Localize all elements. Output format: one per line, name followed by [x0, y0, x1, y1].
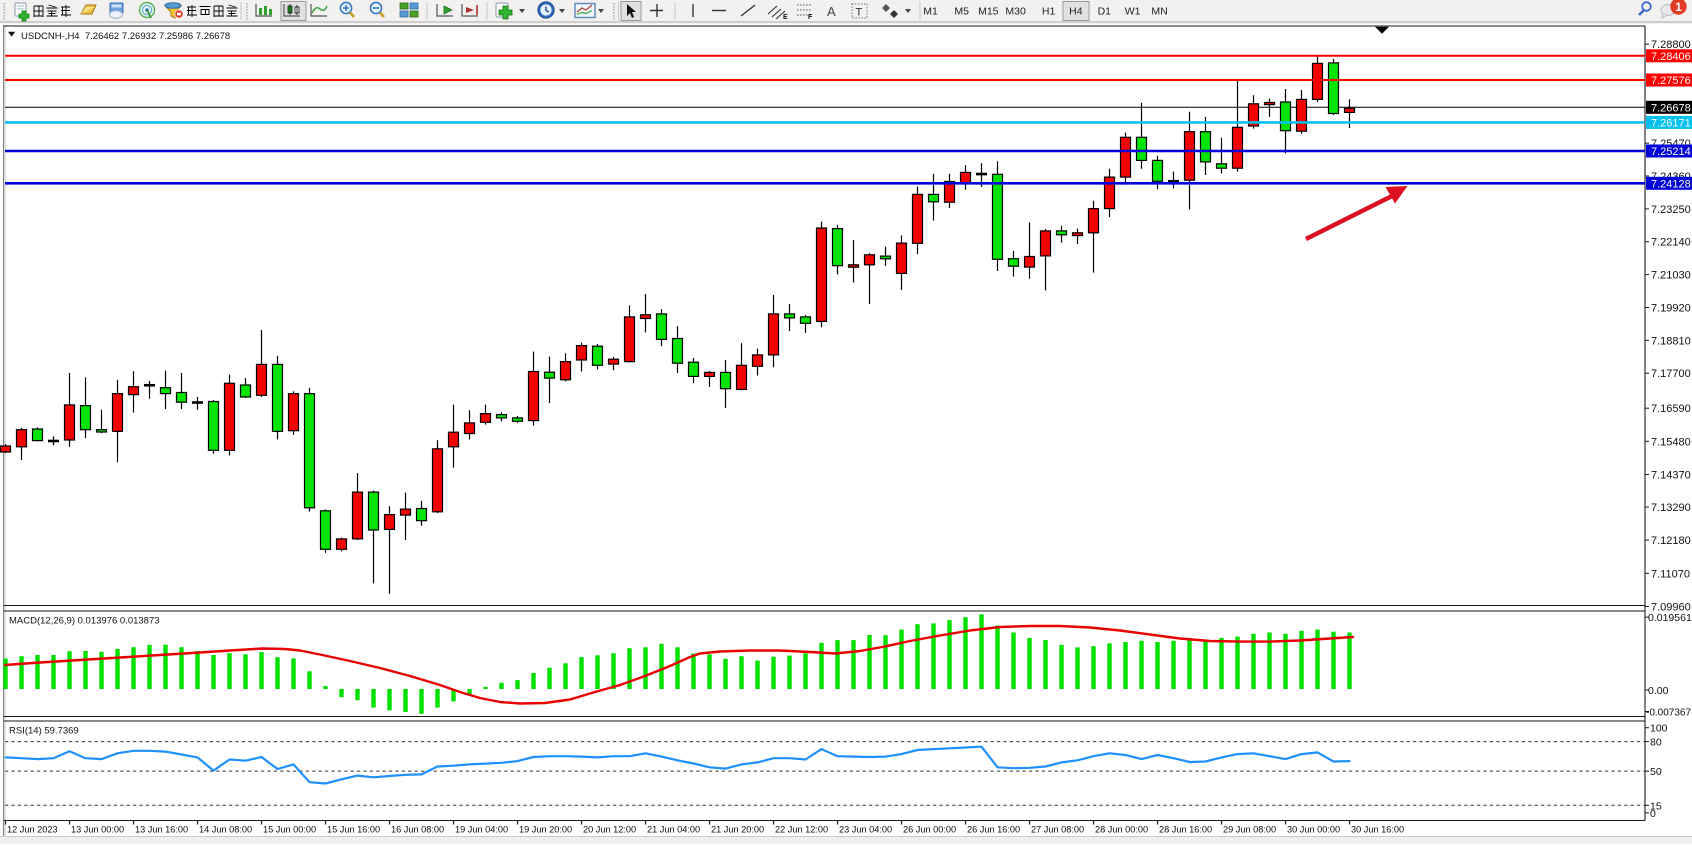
svg-text:USDCNH-,H4 7.26462 7.26932 7.: USDCNH-,H4 7.26462 7.26932 7.25986 7.266… [21, 31, 230, 42]
svg-text:-0.007367: -0.007367 [1646, 708, 1691, 719]
svg-text:H4: H4 [1069, 6, 1083, 18]
svg-text:F: F [808, 14, 813, 21]
svg-text:7.15480: 7.15480 [1651, 436, 1691, 448]
svg-text:7.14370: 7.14370 [1651, 470, 1691, 482]
svg-text:21 Jun 20:00: 21 Jun 20:00 [711, 825, 764, 835]
svg-text:21 Jun 04:00: 21 Jun 04:00 [647, 825, 700, 835]
svg-text:19 Jun 20:00: 19 Jun 20:00 [519, 825, 572, 835]
svg-text:0.00: 0.00 [1648, 685, 1669, 697]
svg-text:7.09960: 7.09960 [1651, 602, 1691, 614]
svg-text:50: 50 [1650, 766, 1662, 778]
svg-text:26 Jun 16:00: 26 Jun 16:00 [967, 825, 1020, 835]
svg-text:7.17700: 7.17700 [1651, 368, 1691, 380]
svg-text:E: E [783, 14, 788, 21]
svg-text:29 Jun 08:00: 29 Jun 08:00 [1223, 825, 1276, 835]
svg-text:28 Jun 16:00: 28 Jun 16:00 [1159, 825, 1212, 835]
svg-text:20 Jun 12:00: 20 Jun 12:00 [583, 825, 636, 835]
svg-text:15: 15 [1650, 800, 1662, 812]
svg-text:7.24128: 7.24128 [1651, 178, 1691, 190]
svg-text:7.28800: 7.28800 [1651, 39, 1691, 51]
svg-text:80: 80 [1650, 737, 1662, 749]
svg-text:M30: M30 [1005, 6, 1026, 18]
svg-text:15 Jun 16:00: 15 Jun 16:00 [327, 825, 380, 835]
svg-text:14 Jun 08:00: 14 Jun 08:00 [199, 825, 252, 835]
svg-text:M15: M15 [978, 6, 999, 18]
svg-text:M5: M5 [954, 6, 969, 18]
svg-text:MN: MN [1151, 6, 1167, 18]
svg-text:7.18810: 7.18810 [1651, 335, 1691, 347]
svg-text:23 Jun 04:00: 23 Jun 04:00 [839, 825, 892, 835]
svg-text:30 Jun 00:00: 30 Jun 00:00 [1287, 825, 1340, 835]
svg-text:100: 100 [1650, 723, 1668, 735]
svg-text:H1: H1 [1042, 6, 1056, 18]
svg-text:A: A [827, 4, 836, 19]
svg-text:D1: D1 [1098, 6, 1112, 18]
svg-text:27 Jun 08:00: 27 Jun 08:00 [1031, 825, 1084, 835]
svg-text:30 Jun 16:00: 30 Jun 16:00 [1351, 825, 1404, 835]
svg-text:7.28406: 7.28406 [1651, 51, 1691, 63]
svg-text:28 Jun 00:00: 28 Jun 00:00 [1095, 825, 1148, 835]
svg-text:7.25214: 7.25214 [1651, 146, 1691, 158]
svg-text:22 Jun 12:00: 22 Jun 12:00 [775, 825, 828, 835]
svg-text:W1: W1 [1125, 6, 1141, 18]
svg-text:19 Jun 04:00: 19 Jun 04:00 [455, 825, 508, 835]
svg-text:7.19920: 7.19920 [1651, 303, 1691, 315]
svg-text:RSI(14) 59.7369: RSI(14) 59.7369 [9, 726, 79, 737]
svg-text:MACD(12,26,9) 0.013976 0.01387: MACD(12,26,9) 0.013976 0.013873 [9, 616, 160, 627]
svg-text:7.16590: 7.16590 [1651, 403, 1691, 415]
svg-text:M1: M1 [923, 6, 938, 18]
svg-text:T: T [856, 7, 863, 19]
svg-text:7.22140: 7.22140 [1651, 237, 1691, 249]
svg-text:0: 0 [1650, 808, 1656, 820]
svg-text:12 Jun 2023: 12 Jun 2023 [7, 825, 58, 835]
svg-text:7.13290: 7.13290 [1651, 502, 1691, 514]
svg-text:7.23250: 7.23250 [1651, 204, 1691, 216]
svg-text:26 Jun 00:00: 26 Jun 00:00 [903, 825, 956, 835]
svg-text:1: 1 [1675, 0, 1682, 14]
svg-text:7.21030: 7.21030 [1651, 270, 1691, 282]
svg-text:15 Jun 00:00: 15 Jun 00:00 [263, 825, 316, 835]
svg-text:0.019561: 0.019561 [1648, 612, 1692, 624]
svg-text:7.26678: 7.26678 [1651, 102, 1691, 114]
svg-text:13 Jun 00:00: 13 Jun 00:00 [71, 825, 124, 835]
svg-text:13 Jun 16:00: 13 Jun 16:00 [135, 825, 188, 835]
svg-text:7.27576: 7.27576 [1651, 75, 1691, 87]
svg-text:7.12180: 7.12180 [1651, 535, 1691, 547]
svg-text:7.26171: 7.26171 [1651, 117, 1691, 129]
svg-text:16 Jun 08:00: 16 Jun 08:00 [391, 825, 444, 835]
svg-text:7.11070: 7.11070 [1651, 568, 1690, 580]
